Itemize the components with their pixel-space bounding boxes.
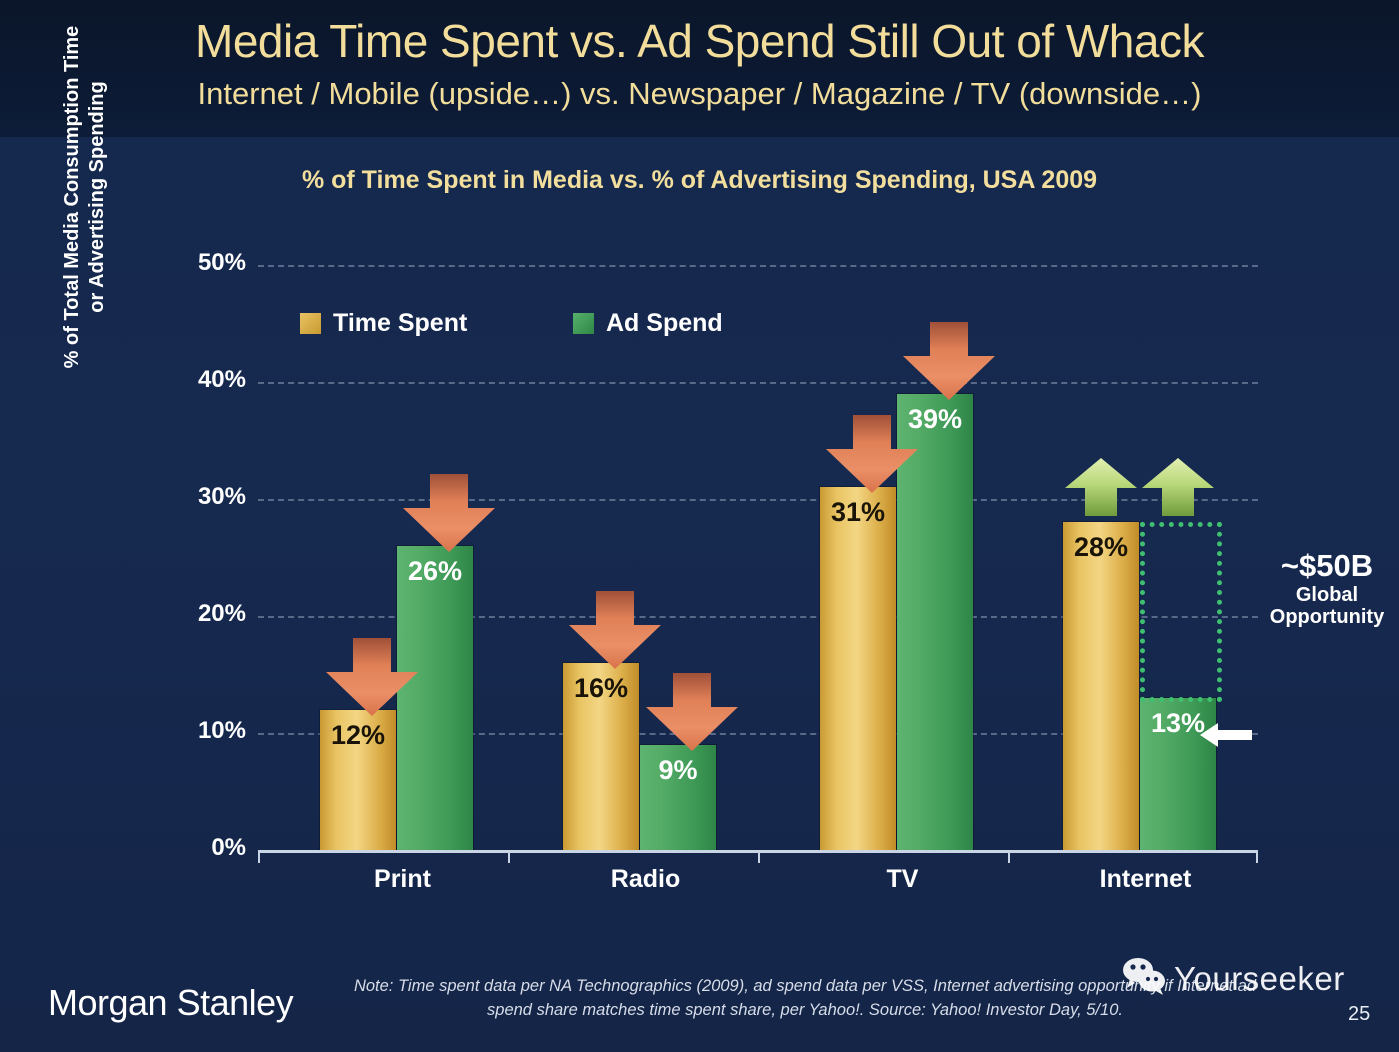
down-arrow-icon [646,672,738,751]
chart-legend: Time Spent Ad Spend [278,309,798,343]
bar-value-label: 26% [407,555,463,586]
y-axis-title-line2: or Advertising Spending [86,81,108,313]
bar-internet-ad-spend: 13% [1140,697,1216,850]
bar-value-label: 31% [830,497,886,528]
footnote: Note: Time spent data per NA Technograph… [300,975,1310,1023]
legend-label-ad-spend: Ad Spend [606,309,723,337]
gridline [258,499,1258,501]
x-axis-tick [258,850,260,863]
footnote-line2: spend share matches time spent share, pe… [487,1000,1123,1019]
up-arrow-icon [1065,458,1137,517]
x-axis-tick [1008,850,1010,863]
bar-print-time-spent: 12% [320,709,396,850]
watermark-text: Yourseeker [1174,959,1345,997]
down-arrow-icon [326,637,418,716]
gridline [258,733,1258,735]
opportunity-amount: ~$50B [1280,548,1374,583]
legend-swatch-time-spent [300,313,321,334]
y-axis-tick-label: 30% [197,483,246,510]
bar-value-label: 16% [573,672,629,703]
bar-radio-time-spent: 16% [563,662,639,850]
bar-value-label: 13% [1150,707,1206,738]
x-axis-label-print: Print [374,865,431,893]
watermark: Yourseeker [1122,957,1345,1000]
bar-radio-ad-spend: 9% [640,744,716,850]
y-axis-tick-label: 40% [197,366,246,393]
bar-tv-ad-spend: 39% [897,393,973,850]
up-arrow-icon [1142,458,1214,517]
x-axis-tick [758,850,760,863]
y-axis-title: % of Total Media Consumption Time or Adv… [60,0,110,407]
bar-tv-time-spent: 31% [820,487,896,850]
morgan-stanley-logo: Morgan Stanley [48,982,294,1023]
slide-title: Media Time Spent vs. Ad Spend Still Out … [195,15,1204,67]
wechat-icon [1122,957,1168,1000]
legend-label-time-spent: Time Spent [333,309,468,337]
bar-value-label: 12% [330,719,386,750]
opportunity-line1: Global [1295,583,1359,606]
y-axis-title-line1: % of Total Media Consumption Time [61,25,83,369]
opportunity-callout-arrow-icon [1200,720,1252,755]
y-axis-tick-label: 0% [211,834,246,861]
bar-value-label: 9% [658,754,698,785]
x-axis-label-radio: Radio [610,865,681,893]
legend-item-time-spent: Time Spent [300,309,467,338]
down-arrow-icon [826,415,918,494]
chart-plot-area: 0% 10% 20% 30% 40% 50% Time Spent Ad Spend 12… [198,249,1258,893]
y-axis-tick-label: 20% [197,600,246,627]
legend-swatch-ad-spend [573,313,594,334]
slide-header-band: Media Time Spent vs. Ad Spend Still Out … [0,0,1399,137]
opportunity-box [1140,522,1222,702]
bar-value-label: 39% [907,403,963,434]
down-arrow-icon [403,473,495,552]
bar-value-label: 28% [1073,532,1129,563]
legend-item-ad-spend: Ad Spend [573,309,723,338]
y-axis-tick-label: 50% [197,249,246,276]
x-axis-tick [508,850,510,863]
gridline [258,382,1258,384]
bar-internet-time-spent: 28% [1063,522,1139,850]
slide-body: % of Time Spent in Media vs. % of Advert… [0,26,1399,1052]
x-axis-label-tv: TV [886,865,919,893]
bar-print-ad-spend: 26% [397,545,473,850]
gridline [258,616,1258,618]
footnote-line1: Note: Time spent data per NA Technograph… [353,977,1257,995]
x-axis-label-internet: Internet [1099,865,1192,893]
opportunity-line2: Opportunity [1269,606,1385,629]
down-arrow-icon [903,321,995,400]
page-number: 25 [1348,1003,1371,1025]
gridline [258,265,1258,267]
y-axis-tick-label: 10% [197,717,246,744]
slide-subtitle: Internet / Mobile (upside…) vs. Newspape… [197,76,1202,111]
down-arrow-icon [569,590,661,669]
opportunity-callout: ~$50B Global Opportunity [1247,548,1399,629]
x-axis-tick [1256,850,1258,863]
chart-title: % of Time Spent in Media vs. % of Advert… [301,166,1098,194]
